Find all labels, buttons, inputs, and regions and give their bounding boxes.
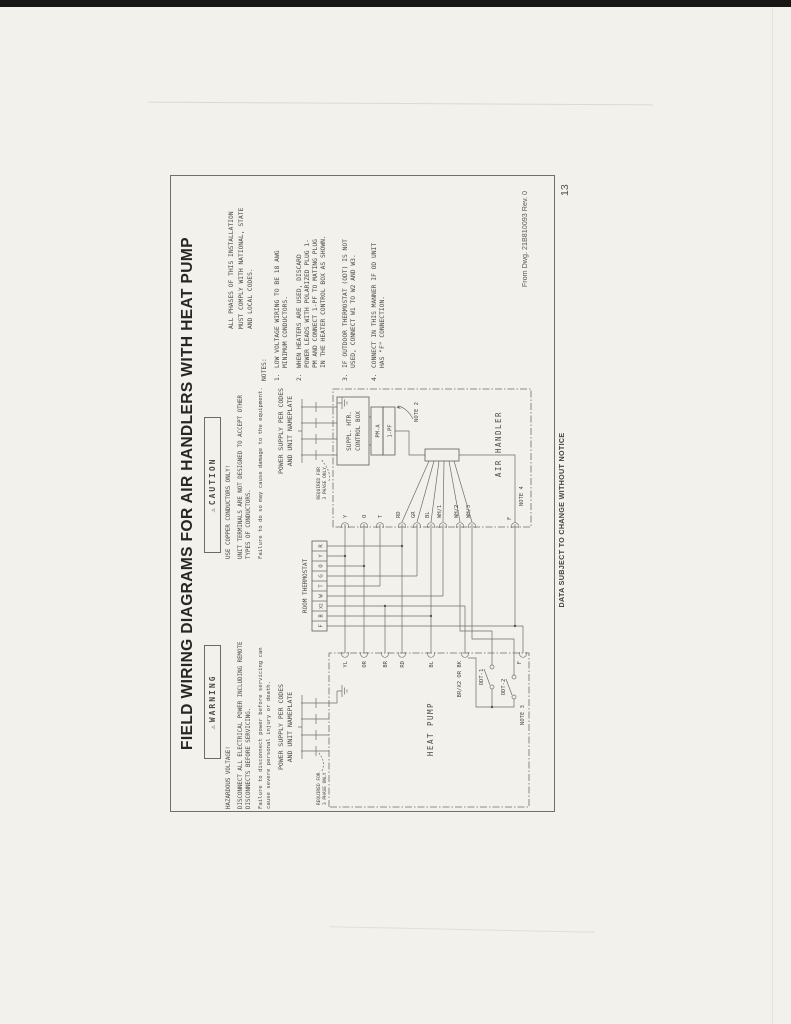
air-handler-label: AIR HANDLER [494, 411, 503, 477]
ah-wire-O: O [362, 515, 368, 518]
ah-ground-icon [337, 397, 348, 409]
hp-wire-RD: RD [400, 661, 406, 668]
hp-phase-note-2: 3 PHASE ONLY [322, 772, 328, 805]
control-box-label-1: SUPPL. HTR. [346, 411, 353, 451]
heat-pump-power-supply: POWER SUPPLY PER CODES AND UNIT NAMEPLAT… [277, 684, 348, 805]
hp-wire-BRX2: BR/X2 OR BK [457, 660, 463, 697]
hp-wire-OR: OR [362, 660, 368, 667]
ah-wire-WH3: WH/3 [466, 505, 472, 518]
ah-wire-WH1: WH/1 [437, 505, 443, 518]
hp-power-label-1: POWER SUPPLY PER CODES [277, 684, 285, 770]
thermostat-wires [327, 524, 524, 653]
ah-phase-note-2: 3 PHASE ONLY [322, 467, 328, 500]
tstat-terminal-O: O [319, 564, 325, 567]
tstat-terminal-Y: Y [319, 554, 325, 558]
tstat-terminal-T: T [319, 584, 325, 588]
ah-wire-T: T [378, 514, 384, 518]
control-box-label-2: CONTROL BOX [355, 411, 362, 451]
page-number: 13 [559, 184, 571, 196]
hp-phase-note-1: REQUIRED FOR [316, 772, 322, 805]
heat-pump-label: HEAT PUMP [426, 702, 435, 756]
note4-callout: NOTE 4 [519, 485, 525, 506]
odt1-label: ODT-1 [479, 669, 485, 686]
ah-wire-GR: GR [411, 511, 417, 518]
ah-power-label-2: AND UNIT NAMEPLATE [286, 396, 294, 467]
air-handler-outline [332, 388, 532, 528]
suppl-htr-control-box: SUPPL. HTR. CONTROL BOX PM-A 1-PF NOTE 2 [336, 396, 473, 523]
air-handler-power-supply: POWER SUPPLY PER CODES AND UNIT NAMEPLAT… [277, 388, 337, 500]
paper-edge-line [148, 101, 653, 106]
ah-wire-WH2: WH/2 [454, 505, 460, 518]
data-subject-footer: DATA SUBJECT TO CHANGE WITHOUT NOTICE [557, 432, 566, 608]
heater-plug-block [424, 448, 460, 462]
paper-right-edge [772, 8, 773, 1024]
plug-pm-a-label: PM-A [376, 424, 382, 438]
drawing-border-frame: FIELD WIRING DIAGRAMS FOR AIR HANDLERS W… [170, 175, 555, 812]
wiring-diagram: ROOM THERMOSTAT F B X2 W T G O Y R [277, 388, 532, 808]
ah-wire-Y: Y [343, 514, 349, 518]
tstat-terminal-X2: X2 [319, 603, 325, 609]
hp-power-label-2: AND UNIT NAMEPLATE [286, 692, 294, 763]
hp-wire-YL: YL [343, 660, 349, 667]
heat-pump-terminals: YL OR BR RD BL BR/X2 OR BK F [341, 651, 527, 697]
ah-terminal-F: F [507, 517, 513, 520]
ah-power-label-1: POWER SUPPLY PER CODES [277, 388, 285, 474]
hp-wire-BL: BL [429, 660, 435, 667]
plug-1-pf-label: 1-PF [388, 424, 394, 437]
ah-phase-note-1: REQUIRED FOR [316, 467, 322, 500]
hp-terminal-F: F [517, 661, 523, 664]
tstat-terminal-G: G [319, 574, 325, 577]
tstat-terminal-R: R [319, 544, 325, 548]
odt2-label: ODT-2 [501, 679, 507, 696]
rotated-landscape-sheet: FIELD WIRING DIAGRAMS FOR AIR HANDLERS W… [168, 170, 598, 830]
hp-ground-icon [329, 685, 348, 704]
ah-wire-RD: RD [396, 511, 402, 518]
tstat-terminal-W: W [319, 594, 325, 598]
room-thermostat-label: ROOM THERMOSTAT [302, 559, 309, 614]
paper-crease-line [330, 926, 595, 933]
scan-top-edge [0, 0, 791, 7]
heat-pump-outline [328, 652, 530, 808]
note3-callout: NOTE 3 [520, 705, 526, 725]
tstat-terminal-F: F [319, 624, 325, 627]
ah-wire-BL: BL [425, 511, 431, 518]
note2-arrowhead [396, 406, 402, 409]
outdoor-thermostat-switches: ODT-1 ODT-2 NOTE 3 [459, 524, 526, 725]
note2-callout: NOTE 2 [414, 402, 420, 422]
hp-wire-BR: BR [383, 660, 389, 667]
air-handler-terminals: Y O T RD GR BL WH/1 WH/2 WH/3 F NOTE 4 [341, 454, 525, 529]
room-thermostat-strip: ROOM THERMOSTAT F B X2 W T G O Y R [302, 540, 328, 632]
tstat-terminal-B: B [319, 614, 325, 618]
